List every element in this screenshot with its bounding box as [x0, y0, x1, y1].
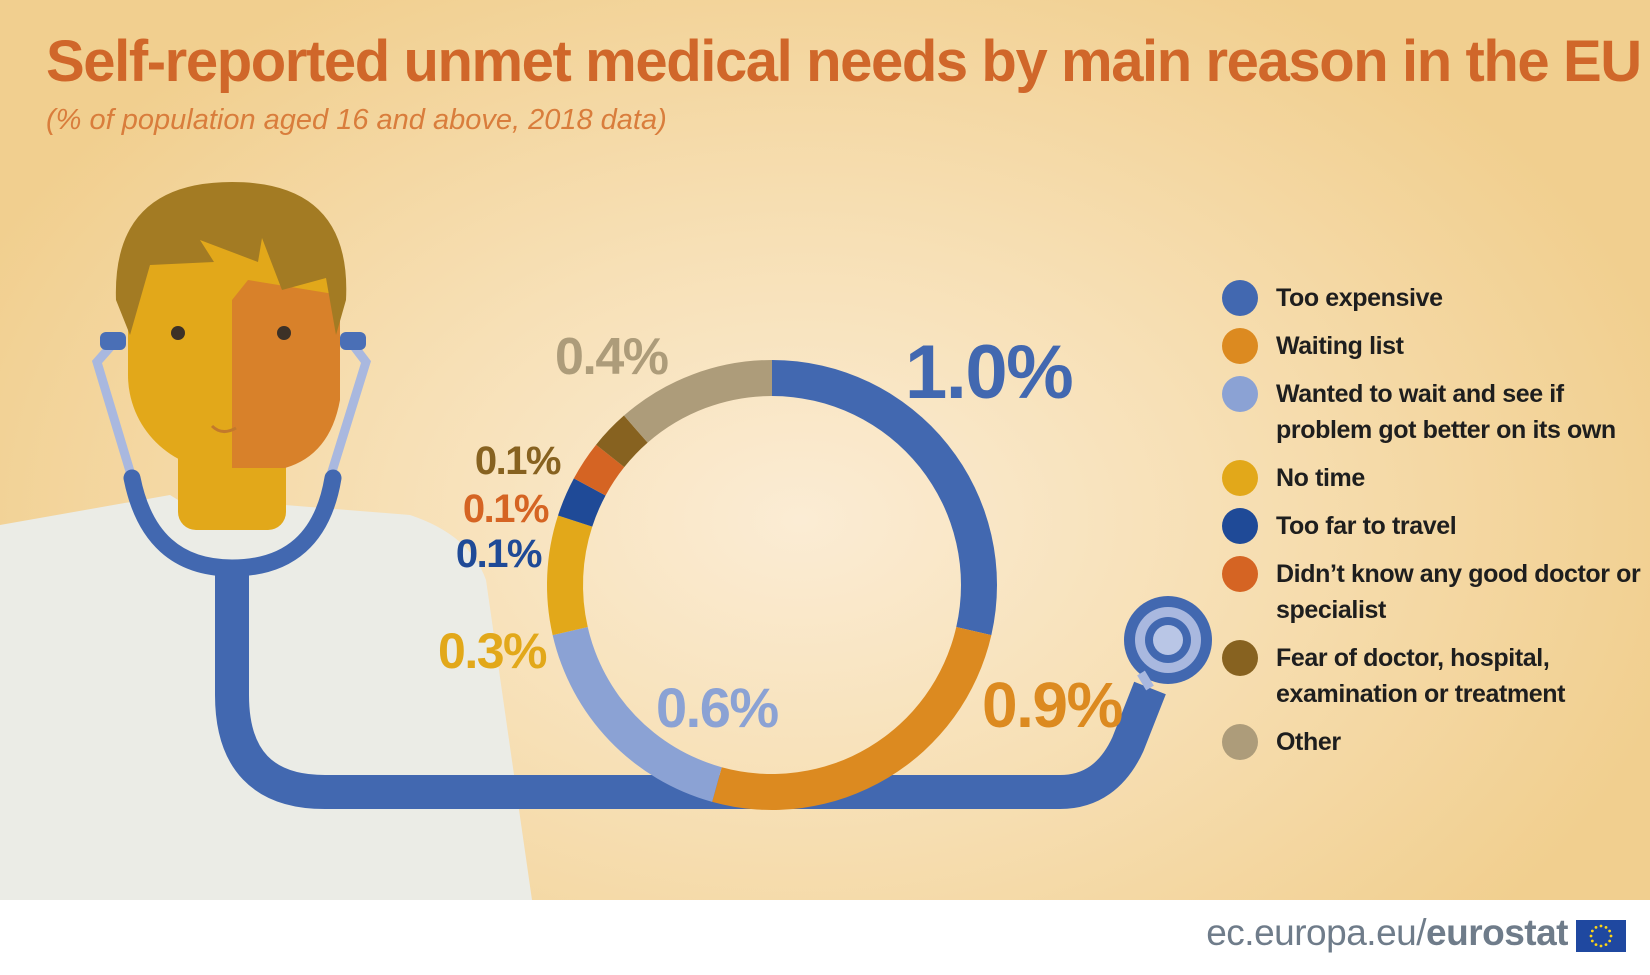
- flag-star-icon: [1599, 944, 1603, 948]
- donut-slice-7[interactable]: [596, 415, 648, 468]
- legend-swatch-icon: [1222, 328, 1258, 364]
- legend-label: Didn’t know any good doctor or specialis…: [1276, 560, 1641, 624]
- legend-swatch-icon: [1222, 280, 1258, 316]
- legend-item[interactable]: Too far to travel: [1222, 508, 1642, 544]
- flag-star-icon: [1589, 934, 1593, 938]
- legend-label: Fear of doctor, hospital, examination or…: [1276, 644, 1566, 708]
- eurostat-logo-text[interactable]: ec.europa.eu/eurostat: [1206, 912, 1568, 954]
- donut-slice-1[interactable]: [772, 360, 997, 636]
- slice-value-label-7: 0.1%: [475, 439, 561, 483]
- donut-slice-3[interactable]: [552, 627, 722, 802]
- legend-label: Other: [1276, 728, 1341, 756]
- legend-swatch-icon: [1222, 508, 1258, 544]
- slice-value-label-1: 1.0%: [905, 330, 1072, 415]
- doctor-hair-illustration: [115, 182, 347, 335]
- legend-item[interactable]: Waiting list: [1222, 328, 1642, 364]
- chestpiece-stem-illustration: [1137, 670, 1154, 691]
- chestpiece-core-illustration: [1153, 625, 1183, 655]
- mouth-illustration: [210, 424, 237, 433]
- footer: ec.europa.eu/eurostat: [0, 900, 1650, 975]
- flag-star-icon: [1599, 924, 1603, 928]
- flag-star-icon: [1608, 929, 1612, 933]
- slice-value-label-8: 0.4%: [555, 328, 668, 386]
- right-earpiece-illustration: [340, 332, 366, 350]
- flag-star-icon: [1594, 943, 1598, 947]
- flag-star-icon: [1609, 934, 1613, 938]
- left-earpiece-illustration: [100, 332, 126, 350]
- slice-value-label-4: 0.3%: [438, 623, 547, 679]
- donut-labels: 1.0%0.9%0.6%0.3%0.1%0.1%0.1%0.4%: [438, 328, 1124, 741]
- legend-swatch-icon: [1222, 376, 1258, 412]
- doctor-face-shadow-illustration: [232, 280, 340, 468]
- donut-slice-6[interactable]: [573, 444, 625, 496]
- legend-label: No time: [1276, 464, 1365, 492]
- donut-chart: [547, 360, 997, 811]
- footer-site: ec.europa.eu/: [1206, 912, 1427, 953]
- donut-slice-4[interactable]: [547, 515, 593, 636]
- legend-swatch-icon: [1222, 460, 1258, 496]
- left-eye-illustration: [171, 326, 185, 340]
- slice-value-label-6: 0.1%: [463, 487, 549, 531]
- legend-label: Too far to travel: [1276, 512, 1457, 540]
- flag-star-icon: [1604, 925, 1608, 929]
- eu-flag-icon: [1576, 920, 1626, 952]
- legend-swatch-icon: [1222, 640, 1258, 676]
- legend-item[interactable]: Didn’t know any good doctor or specialis…: [1222, 556, 1642, 628]
- stethoscope-earpieces-illustration: [91, 340, 371, 483]
- legend-item[interactable]: No time: [1222, 460, 1642, 496]
- chart-title: Self-reported unmet medical needs by mai…: [46, 29, 1642, 94]
- legend-label: Wanted to wait and see if problem got be…: [1276, 380, 1616, 444]
- donut-slice-5[interactable]: [558, 478, 606, 527]
- legend-item[interactable]: Too expensive: [1222, 280, 1642, 316]
- donut-slice-8[interactable]: [623, 360, 772, 443]
- legend-item[interactable]: Wanted to wait and see if problem got be…: [1222, 376, 1642, 448]
- slice-value-label-2: 0.9%: [982, 669, 1122, 741]
- slice-value-label-5: 0.1%: [456, 532, 542, 576]
- slice-value-label-3: 0.6%: [656, 676, 778, 739]
- legend-swatch-icon: [1222, 724, 1258, 760]
- legend-swatch-icon: [1222, 556, 1258, 592]
- donut-slice-2[interactable]: [712, 627, 992, 811]
- legend-label: Waiting list: [1276, 332, 1404, 360]
- flag-star-icon: [1590, 929, 1594, 933]
- legend-item[interactable]: Fear of doctor, hospital, examination or…: [1222, 640, 1642, 712]
- chart-canvas: 1.0%0.9%0.6%0.3%0.1%0.1%0.1%0.4%: [0, 182, 1212, 900]
- flag-star-icon: [1590, 939, 1594, 943]
- right-eye-illustration: [277, 326, 291, 340]
- footer-brand: eurostat: [1426, 912, 1568, 953]
- flag-star-icon: [1604, 943, 1608, 947]
- infographic: Self-reported unmet medical needs by mai…: [0, 0, 1650, 900]
- flag-star-icon: [1608, 939, 1612, 943]
- legend-label: Too expensive: [1276, 284, 1443, 312]
- legend-item[interactable]: Other: [1222, 724, 1642, 760]
- chart-subtitle: (% of population aged 16 and above, 2018…: [46, 104, 667, 136]
- legend: Too expensive Waiting list Wanted to wait …: [1222, 280, 1642, 772]
- stethoscope-main-tube-illustration: [215, 568, 1166, 809]
- flag-star-icon: [1594, 925, 1598, 929]
